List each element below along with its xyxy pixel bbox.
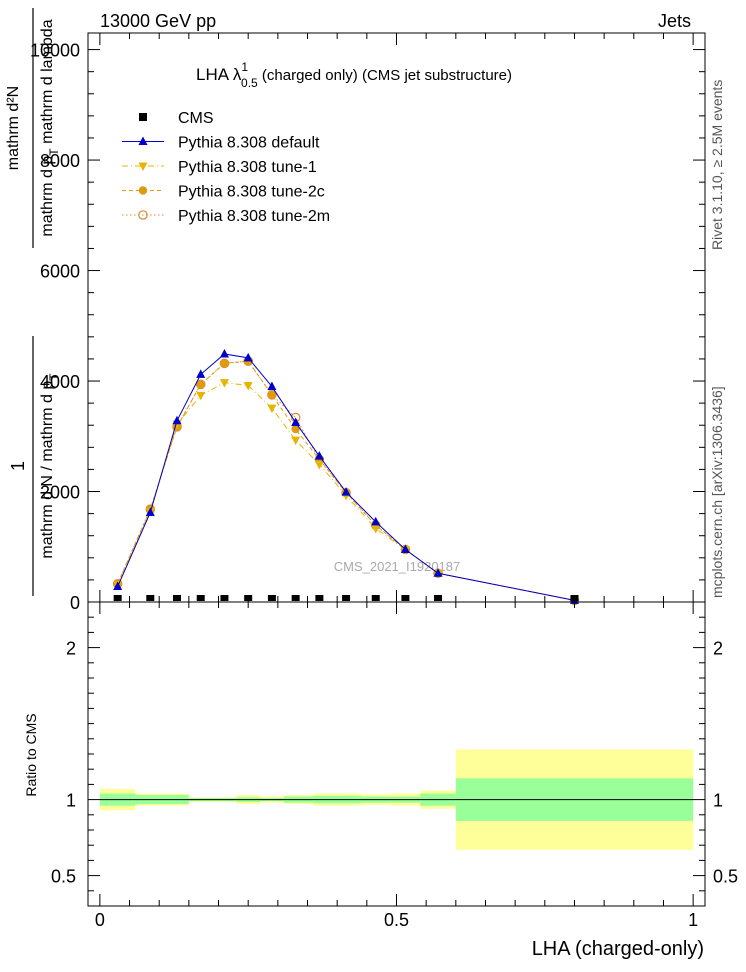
data-point xyxy=(371,525,381,534)
data-point xyxy=(220,359,229,368)
data-point xyxy=(113,581,123,591)
title-tail: (charged only) (CMS jet substructure) xyxy=(258,67,512,84)
x-tick-label: 0 xyxy=(95,910,105,930)
data-point xyxy=(196,391,206,401)
legend-label: Pythia 8.308 default xyxy=(178,135,320,152)
y-tick-label: 4000 xyxy=(40,372,80,392)
data-point xyxy=(220,595,229,601)
data-point xyxy=(243,352,253,362)
data-point xyxy=(172,415,182,425)
data-point xyxy=(371,516,381,526)
legend-marker xyxy=(138,210,148,220)
ylabel-denominator-2: mathrm d pT mathrm d lambda xyxy=(39,19,61,236)
x-tick-label: 1 xyxy=(688,910,698,930)
y-tick-label: 8000 xyxy=(40,151,80,171)
ylabel-den2-a: mathrm d p xyxy=(39,156,56,237)
ylabel-den-sub: T xyxy=(47,373,61,381)
data-point xyxy=(146,595,155,601)
main-y-label: 1 mathrm d N / mathrm d pT mathrm d²N ma… xyxy=(5,8,61,596)
ratio-y-tick-label: 0.5 xyxy=(51,867,76,887)
series-line xyxy=(117,382,575,601)
ratio-y-tick-label: 2 xyxy=(66,639,76,659)
legend-marker xyxy=(139,113,147,121)
data-point xyxy=(400,544,410,554)
data-point xyxy=(315,595,324,601)
y-tick-label: 6000 xyxy=(40,262,80,282)
legend-label: CMS xyxy=(178,110,214,127)
y-tick-label: 10000 xyxy=(30,41,80,61)
data-point xyxy=(314,460,324,470)
data-point xyxy=(196,380,205,389)
legend: CMS Pythia 8.308 default Pythia 8.308 tune… xyxy=(122,110,330,225)
series-line xyxy=(117,353,575,601)
data-point xyxy=(291,595,300,601)
legend-marker xyxy=(138,186,148,195)
main-y-tick-labels: 0 2000 4000 6000 8000 10000 xyxy=(30,41,80,613)
data-point xyxy=(291,436,301,446)
ylabel-numerator-2: mathrm d²N xyxy=(5,86,22,170)
data-point xyxy=(570,595,579,601)
data-point xyxy=(219,348,229,358)
data-point xyxy=(341,487,351,496)
data-point xyxy=(291,424,300,434)
rivet-label: Rivet 3.1.10, ≥ 2.5M events xyxy=(709,80,725,250)
ratio-y-tick-labels: 0.5 0.5 1 1 2 2 xyxy=(51,639,738,887)
legend-label: Pythia 8.308 tune-2c xyxy=(178,184,325,201)
data-point xyxy=(219,379,229,388)
legend-marker xyxy=(138,162,148,171)
analysis-watermark: CMS_2021_I1920187 xyxy=(334,559,461,574)
data-point xyxy=(113,595,122,601)
ylabel-den2-b: mathrm d lambda xyxy=(39,19,56,148)
ratio-axis-ticks xyxy=(88,602,705,906)
data-point xyxy=(291,417,301,426)
title-sub: 0.5 xyxy=(241,76,258,90)
data-point xyxy=(342,595,351,601)
data-point xyxy=(401,595,410,601)
title-sup: 1 xyxy=(241,60,248,74)
ratio-y-label: Ratio to CMS xyxy=(23,713,39,796)
y-tick-label: 2000 xyxy=(40,483,80,503)
data-point xyxy=(196,595,205,601)
data-point xyxy=(267,390,277,400)
header-left: 13000 GeV pp xyxy=(100,11,216,31)
ratio-y-tick-label-right: 2 xyxy=(713,639,723,659)
data-point xyxy=(267,595,276,601)
mcplots-label: mcplots.cern.ch [arXiv:1306.3436] xyxy=(709,386,725,598)
y-tick-label: 0 xyxy=(70,593,80,613)
data-point xyxy=(145,507,155,517)
ylabel-numerator-1: 1 xyxy=(8,461,28,471)
data-point xyxy=(314,451,324,460)
data-point xyxy=(433,568,443,577)
x-axis-label: LHA (charged-only) xyxy=(532,938,704,960)
data-point xyxy=(243,381,253,391)
legend-label: Pythia 8.308 tune-1 xyxy=(178,159,317,176)
series-layer xyxy=(112,348,580,606)
ratio-y-tick-label: 1 xyxy=(66,791,76,811)
ratio-y-tick-label-right: 0.5 xyxy=(713,867,738,887)
x-tick-labels: 0 0.5 1 xyxy=(95,910,698,930)
ylabel-den2-sub: T xyxy=(47,148,61,156)
ylabel-denominator-1: mathrm d N / mathrm d pT xyxy=(39,373,61,559)
data-point xyxy=(267,381,277,391)
plot-title: LHA λ1 0.5 (charged only) (CMS jet substr… xyxy=(196,60,512,90)
header-right: Jets xyxy=(658,11,691,31)
title-lead: LHA λ xyxy=(196,65,242,84)
data-point xyxy=(172,595,181,601)
ratio-y-tick-label-right: 1 xyxy=(713,791,723,811)
legend-marker xyxy=(138,136,148,145)
data-point xyxy=(196,369,206,378)
data-point xyxy=(371,595,380,601)
main-axis-ticks xyxy=(88,33,705,603)
x-tick-label: 0.5 xyxy=(384,910,409,930)
legend-label: Pythia 8.308 tune-2m xyxy=(178,208,330,225)
data-point xyxy=(434,595,443,601)
ylabel-den-text: mathrm d N / mathrm d p xyxy=(39,381,56,559)
data-point xyxy=(267,404,277,414)
data-point xyxy=(244,595,253,601)
